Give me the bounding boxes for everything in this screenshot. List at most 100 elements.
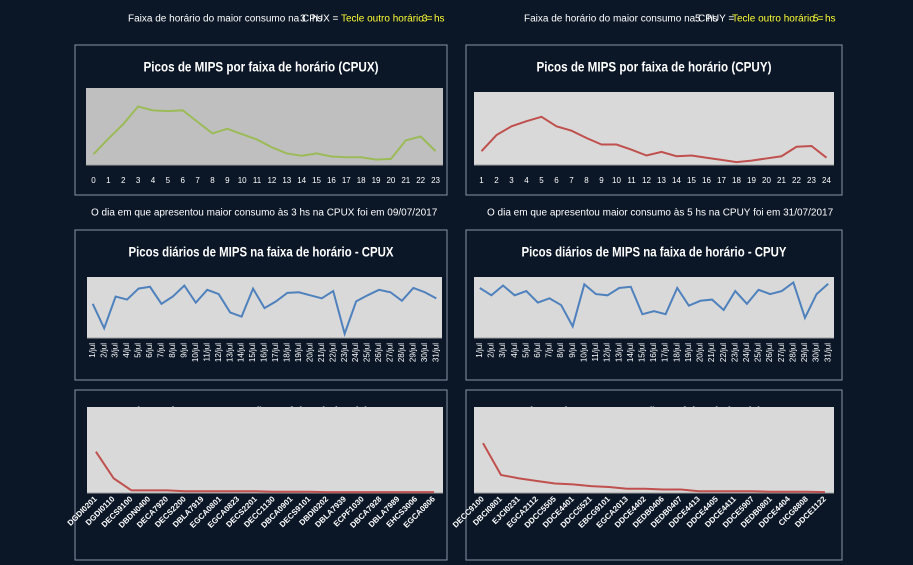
x-tick-label: 13 (657, 176, 666, 185)
plot-area (87, 407, 443, 493)
x-tick-label: 12 (267, 176, 276, 185)
x-tick-label: 23/jul (340, 343, 349, 362)
x-tick-label: 4 (151, 176, 156, 185)
line (91, 283, 437, 338)
x-tick-label: 11 (627, 176, 636, 185)
x-tick-label: 4/jul (510, 343, 519, 358)
x-tick-label: 9/jul (179, 343, 188, 358)
hour-unit: hs (312, 14, 323, 25)
chart-title: Picos de MIPS por faixa de horário (CPUX… (144, 59, 379, 75)
x-tick-label: 23 (807, 176, 816, 185)
x-tick-label: 24 (822, 176, 831, 185)
x-tick-label: 11 (253, 176, 262, 185)
x-tick-label: 12 (642, 176, 651, 185)
x-tick-label: 22 (416, 176, 425, 185)
x-tick-label: 18 (732, 176, 741, 185)
hour-value: 5 (695, 14, 701, 25)
x-tick-label: 3 (136, 176, 141, 185)
x-tick-label: 31/jul (823, 343, 832, 362)
x-tick-label: 6/jul (533, 343, 542, 358)
x-tick-label: 19 (372, 176, 381, 185)
x-tick-label: 7 (195, 176, 200, 185)
line (92, 105, 437, 161)
x-tick-label: 9 (225, 176, 230, 185)
plot-area (86, 88, 443, 165)
prompt-unit: hs (434, 14, 445, 25)
x-tick-label: 29/jul (800, 343, 809, 362)
x-tick-label: 22/jul (328, 343, 337, 362)
x-tick-label: 27/jul (777, 343, 786, 362)
plot-area (474, 277, 834, 338)
x-tick-label: 15/jul (637, 343, 646, 362)
prompt-value[interactable]: 3 (422, 14, 428, 25)
x-tick-label: 23/jul (730, 343, 739, 362)
prompt[interactable]: Tecle outro horário = (732, 14, 824, 25)
x-tick-label: 10 (238, 176, 247, 185)
x-tick-label: 18/jul (672, 343, 681, 362)
x-tick-label: 7/jul (157, 343, 166, 358)
line (482, 442, 826, 494)
x-tick-label: 20 (386, 176, 395, 185)
x-tick-label: 7/jul (545, 343, 554, 358)
x-tick-label: 8/jul (556, 343, 565, 358)
x-tick-label: 3 (509, 176, 514, 185)
hour-label: Faixa de horário do maior consumo na CPU… (128, 14, 339, 25)
x-tick-label: 5/jul (134, 343, 143, 358)
info: O dia em que apresentou maior consumo às… (91, 208, 438, 219)
chart-title: Picos de MIPS por faixa de horário (CPUY… (537, 59, 772, 75)
x-tick-label: 29/jul (408, 343, 417, 362)
x-tick-label: 28/jul (788, 343, 797, 362)
chart-title: Picos diários de MIPS na faixa de horári… (522, 244, 788, 260)
line (480, 115, 828, 164)
x-tick-label: 10/jul (579, 343, 588, 362)
x-tick-label: 17 (342, 176, 351, 185)
x-tick-label: 17/jul (661, 343, 670, 362)
x-tick-label: 11/jul (202, 343, 211, 362)
x-tick-label: 23 (431, 176, 440, 185)
line (95, 451, 435, 494)
x-tick-label: 17 (717, 176, 726, 185)
x-tick-label: 20 (762, 176, 771, 185)
x-tick-label: 3/jul (111, 343, 120, 358)
x-tick-label: 2 (494, 176, 499, 185)
x-tick-label: 16/jul (260, 343, 269, 362)
x-tick-label: 1 (479, 176, 484, 185)
x-tick-label: 10 (612, 176, 621, 185)
x-tick-label: 4 (524, 176, 529, 185)
x-tick-label: 5/jul (521, 343, 530, 358)
x-tick-label: 2/jul (99, 343, 108, 358)
x-tick-label: 4/jul (122, 343, 131, 358)
x-tick-label: 11/jul (591, 343, 600, 362)
x-tick-label: 25/jul (363, 343, 372, 362)
prompt[interactable]: Tecle outro horário = (341, 14, 433, 25)
x-tick-label: 26/jul (765, 343, 774, 362)
x-tick-label: 14/jul (237, 343, 246, 362)
line (479, 280, 829, 330)
prompt-value[interactable]: 5 (813, 14, 819, 25)
x-tick-label: 12/jul (603, 343, 612, 362)
x-tick-label: 21 (777, 176, 786, 185)
x-tick-label: 10/jul (191, 343, 200, 362)
x-tick-label: 16 (327, 176, 336, 185)
x-tick-label: 12/jul (214, 343, 223, 362)
x-tick-label: 16 (702, 176, 711, 185)
x-tick-label: 31/jul (431, 343, 440, 362)
x-tick-label: 3/jul (498, 343, 507, 358)
x-tick-label: 0 (91, 176, 96, 185)
x-tick-label: 24/jul (351, 343, 360, 362)
x-tick-label: 6 (180, 176, 185, 185)
x-tick-label: 6 (554, 176, 559, 185)
hour-value: 3 (300, 14, 306, 25)
x-tick-label: 20/jul (305, 343, 314, 362)
x-tick-label: 21/jul (317, 343, 326, 362)
x-tick-label: 15 (312, 176, 321, 185)
x-tick-label: 1/jul (88, 343, 97, 358)
x-tick-label: 2/jul (487, 343, 496, 358)
chart-title: Picos diários de MIPS na faixa de horári… (129, 244, 395, 260)
x-tick-label: 25/jul (754, 343, 763, 362)
x-tick-label: 5 (166, 176, 171, 185)
x-tick-label: 8/jul (168, 343, 177, 358)
x-tick-label: 7 (569, 176, 574, 185)
x-tick-label: 16/jul (649, 343, 658, 362)
